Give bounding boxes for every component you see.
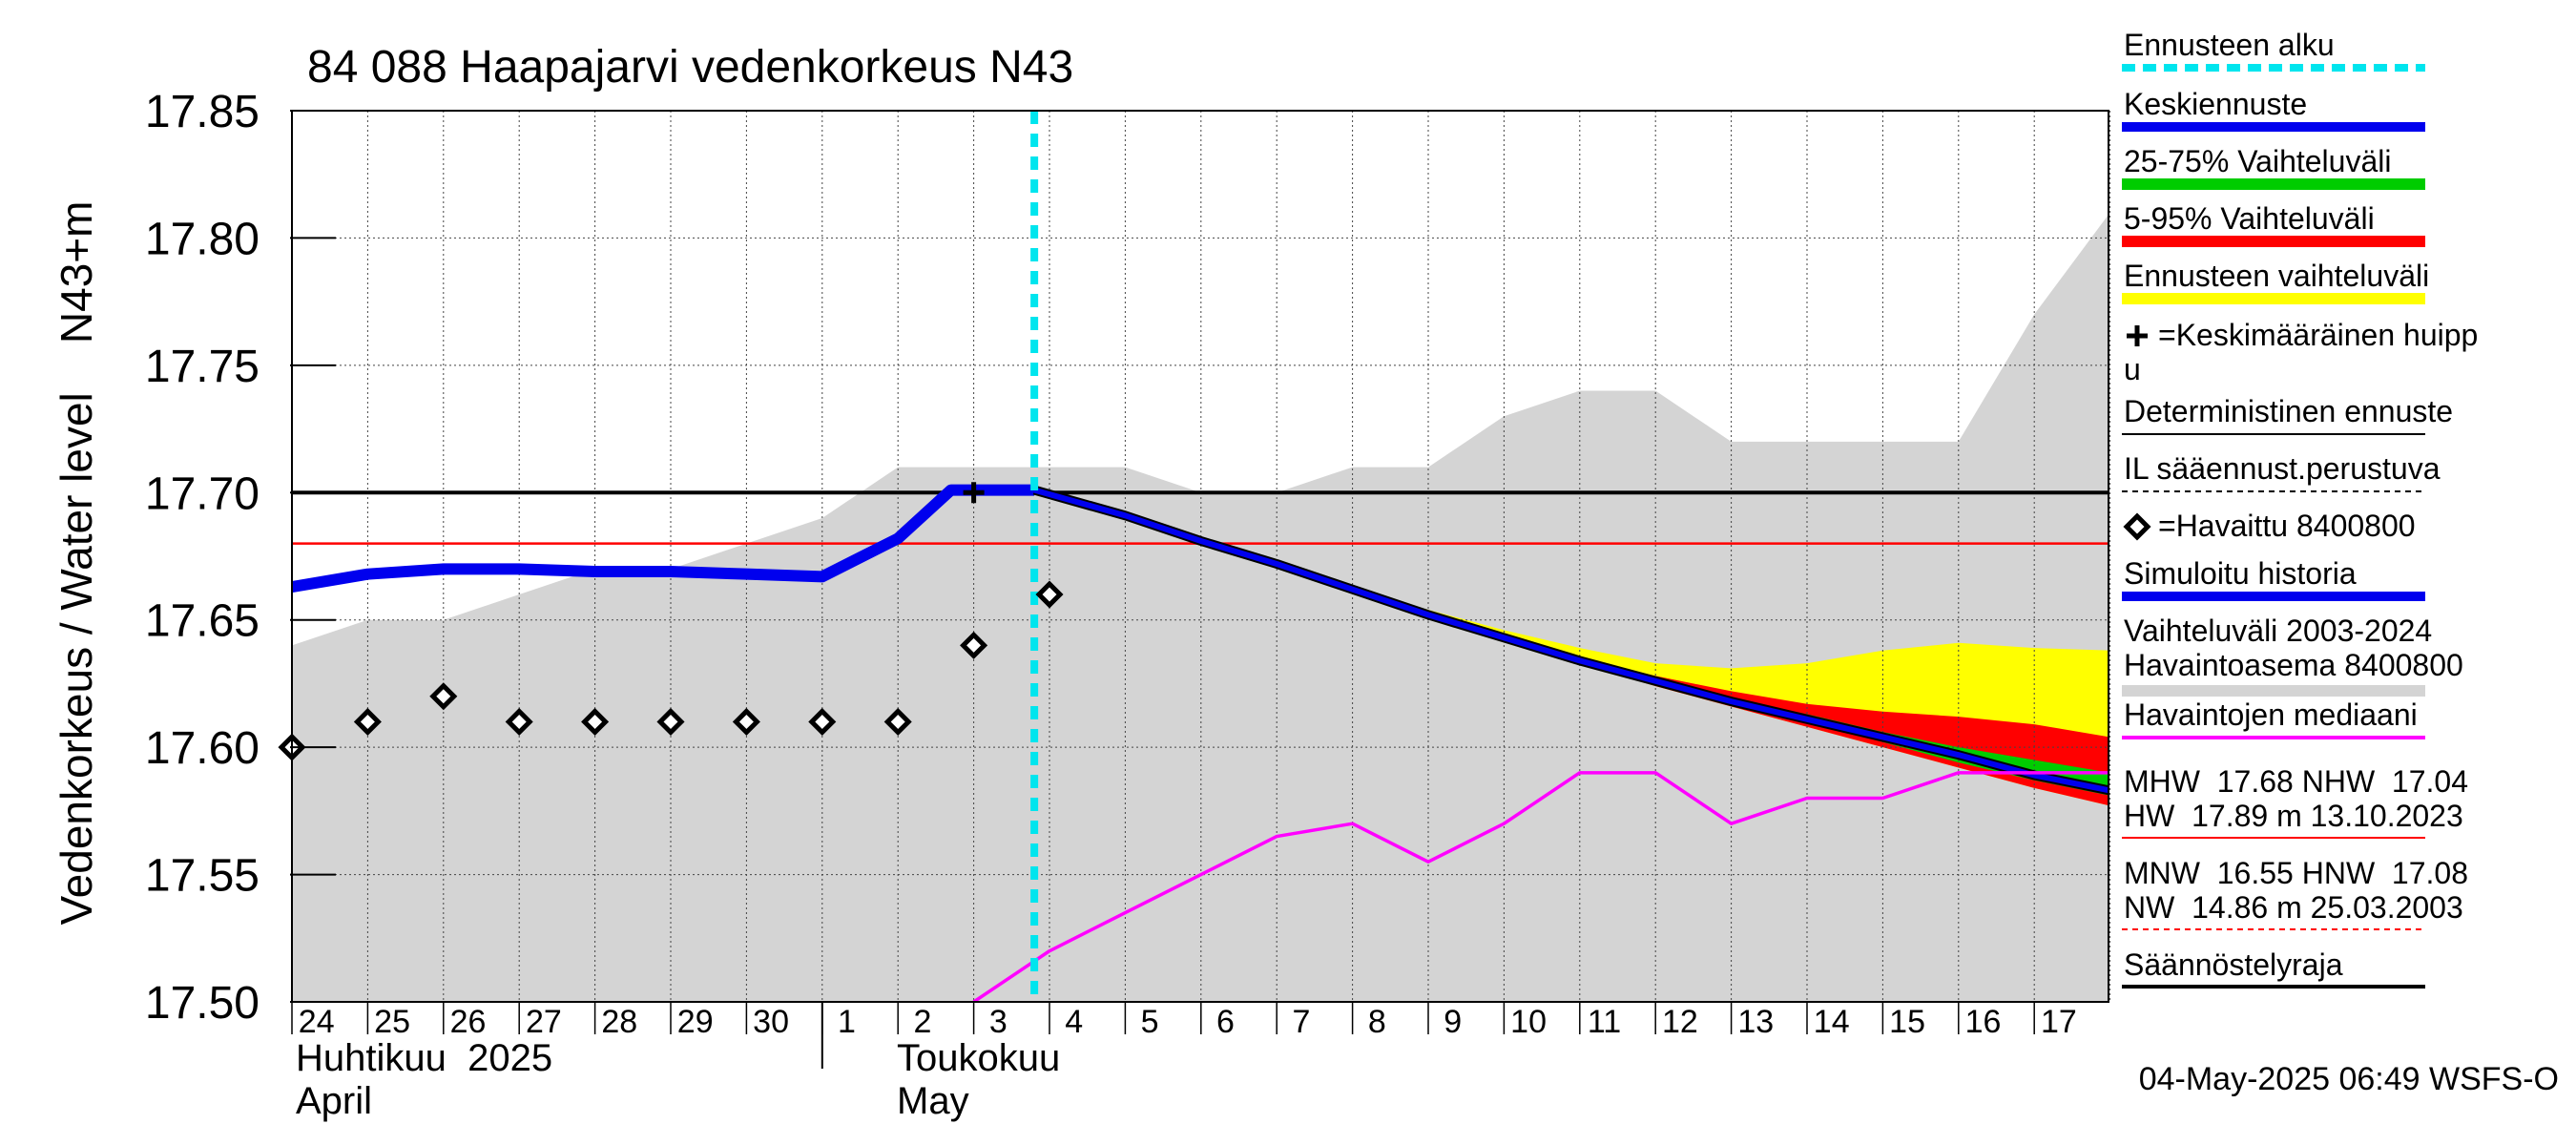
month-label-may-en: May — [897, 1080, 969, 1122]
y-tick-label: 17.55 — [145, 851, 260, 902]
legend-plus-icon — [2127, 325, 2148, 346]
month-label-april-en: April — [296, 1080, 372, 1122]
stats-line-2: HW 17.89 m 13.10.2023 — [2124, 799, 2463, 833]
x-tick-label: 8 — [1368, 1004, 1386, 1040]
legend-label: Ennusteen vaihteluväli — [2124, 259, 2429, 293]
observation-point — [883, 707, 912, 736]
x-tick-label: 30 — [753, 1004, 789, 1040]
y-tick-label: 17.70 — [145, 468, 260, 519]
legend-diamond-icon — [2123, 512, 2151, 541]
series-keskiennuste — [1033, 487, 2109, 794]
observation-point — [429, 682, 458, 711]
observation-point — [808, 707, 837, 736]
x-tick-label: 3 — [989, 1004, 1008, 1040]
observation-point — [353, 707, 382, 736]
y-tick-label: 17.65 — [145, 596, 260, 647]
legend-label: Keskiennuste — [2124, 87, 2307, 121]
x-tick-label: 27 — [526, 1004, 562, 1040]
x-tick-label: 25 — [374, 1004, 410, 1040]
x-tick-label: 10 — [1510, 1004, 1547, 1040]
legend-label: IL sääennust.perustuva — [2124, 451, 2441, 486]
y-tick-label: 17.85 — [145, 87, 260, 137]
stats-line-1: MHW 17.68 NHW 17.04 — [2124, 764, 2468, 799]
x-tick-label: 11 — [1588, 1004, 1621, 1040]
x-tick-label: 24 — [299, 1004, 335, 1040]
x-tick-label: 6 — [1216, 1004, 1235, 1040]
legend: Ennusteen alku Keskiennuste 25-75% Vaihtel… — [2122, 28, 2478, 739]
mean-peak-marker — [963, 482, 985, 504]
timestamp: 04-May-2025 06:49 WSFS-O — [2139, 1061, 2559, 1097]
x-tick-label: 15 — [1889, 1004, 1925, 1040]
y-tick-label: 17.75 — [145, 342, 260, 392]
y-tick-label: 17.50 — [145, 978, 260, 1029]
series-simuloitu-historia — [292, 484, 1035, 593]
legend-label: Ennusteen alku — [2124, 28, 2335, 62]
stats-line-4: NW 14.86 m 25.03.2003 — [2124, 890, 2463, 925]
legend-label-continued: u — [2124, 352, 2141, 386]
x-tick-label: 28 — [601, 1004, 637, 1040]
x-tick-label: 9 — [1444, 1004, 1462, 1040]
observation-point — [960, 631, 988, 659]
legend-label: Havaintojen mediaani — [2124, 697, 2418, 732]
x-tick-label: 2 — [913, 1004, 931, 1040]
history-range-area — [292, 214, 2109, 1002]
x-tick-label: 13 — [1737, 1004, 1774, 1040]
month-label-april-fi: Huhtikuu 2025 — [296, 1037, 552, 1079]
legend-label-continued: Havaintoasema 8400800 — [2124, 648, 2463, 682]
observation-point — [1035, 580, 1064, 609]
x-tick-label: 29 — [677, 1004, 714, 1040]
series-havaintojen-mediaani — [972, 771, 2109, 1002]
y-axis-label: Vedenkorkeus / Water level N43+m — [52, 201, 101, 926]
legend-label: =Havaittu 8400800 — [2158, 509, 2416, 543]
plot-frame — [291, 110, 2109, 1003]
month-label-may-fi: Toukokuu — [897, 1037, 1060, 1079]
x-tick-label: 16 — [1965, 1004, 2002, 1040]
legend-label: =Keskimääräinen huipp — [2158, 318, 2478, 352]
x-tick-label: 5 — [1141, 1004, 1159, 1040]
x-tick-label: 26 — [450, 1004, 487, 1040]
stats-line-3: MNW 16.55 HNW 17.08 — [2124, 856, 2468, 890]
y-tick-label: 17.80 — [145, 214, 260, 264]
chart-title: 84 088 Haapajarvi vedenkorkeus N43 — [307, 42, 1073, 93]
observation-point — [656, 707, 685, 736]
x-tick-label: 14 — [1814, 1004, 1850, 1040]
x-tick-label: 1 — [838, 1004, 856, 1040]
legend-label: Vaihteluväli 2003-2024 — [2124, 614, 2432, 648]
legend-label: Simuloitu historia — [2124, 556, 2357, 591]
x-tick-label: 4 — [1065, 1004, 1083, 1040]
legend-label: 5-95% Vaihteluväli — [2124, 201, 2375, 236]
y-tick-label: 17.60 — [145, 723, 260, 774]
legend-label: 25-75% Vaihteluväli — [2124, 144, 2391, 178]
observation-point — [581, 707, 610, 736]
x-tick-label: 7 — [1292, 1004, 1310, 1040]
observation-point — [505, 707, 533, 736]
stats-block: MHW 17.68 NHW 17.04 HW 17.89 m 13.10.202… — [2122, 764, 2468, 989]
legend-label-saannostelyraja: Säännöstelyraja — [2124, 947, 2343, 982]
x-tick-label: 12 — [1662, 1004, 1698, 1040]
legend-label: Deterministinen ennuste — [2124, 394, 2453, 428]
observation-point — [732, 707, 760, 736]
x-tick-label: 17 — [2041, 1004, 2077, 1040]
